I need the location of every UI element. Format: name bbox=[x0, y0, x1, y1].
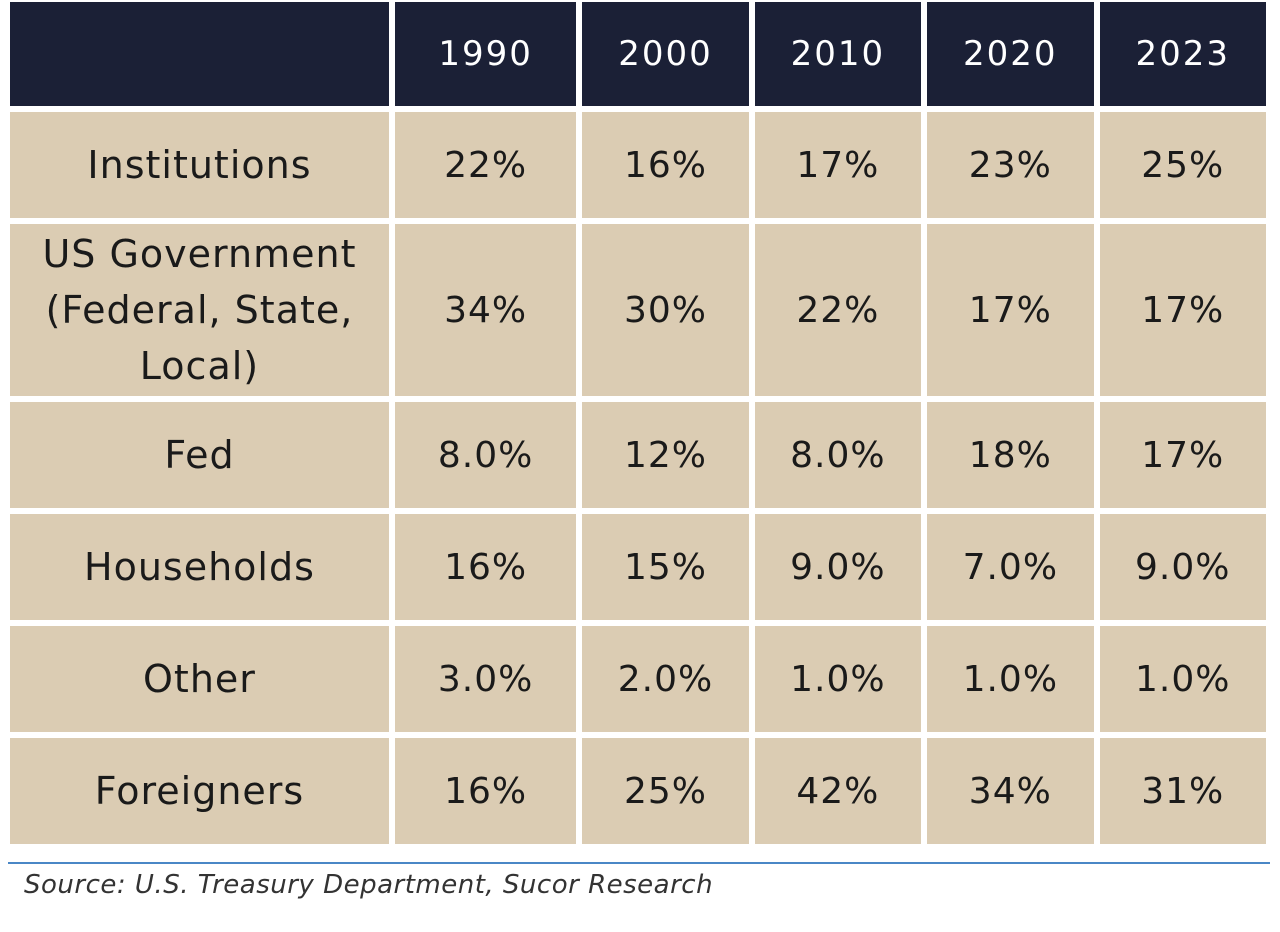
table-cell: 22% bbox=[394, 112, 577, 218]
header-cell-year: 2020 bbox=[927, 2, 1094, 106]
table-cell: 18% bbox=[927, 402, 1094, 508]
table-cell: 8.0% bbox=[394, 402, 577, 508]
table-cell: 17% bbox=[927, 224, 1094, 396]
table-cell: 25% bbox=[582, 738, 749, 844]
table-row: Fed 8.0% 12% 8.0% 18% 17% bbox=[10, 402, 1266, 508]
table-cell: 42% bbox=[754, 738, 922, 844]
table-cell: 2.0% bbox=[582, 626, 749, 732]
table-cell: 7.0% bbox=[927, 514, 1094, 620]
table-cell: 17% bbox=[1099, 402, 1266, 508]
header-cell-year: 2000 bbox=[582, 2, 749, 106]
table-cell: 9.0% bbox=[754, 514, 922, 620]
divider-rule bbox=[8, 862, 1270, 864]
header-cell-year: 2010 bbox=[754, 2, 922, 106]
table-row: Foreigners 16% 25% 42% 34% 31% bbox=[10, 738, 1266, 844]
table-cell: 30% bbox=[582, 224, 749, 396]
table-cell: 3.0% bbox=[394, 626, 577, 732]
row-label: Fed bbox=[10, 402, 389, 508]
source-note: Source: U.S. Treasury Department, Sucor … bbox=[24, 870, 714, 900]
data-table: 1990 2000 2010 2020 2023 Institutions 22… bbox=[4, 0, 1272, 850]
table-cell: 34% bbox=[927, 738, 1094, 844]
table-cell: 23% bbox=[927, 112, 1094, 218]
table-row: Households 16% 15% 9.0% 7.0% 9.0% bbox=[10, 514, 1266, 620]
table-cell: 16% bbox=[394, 514, 577, 620]
table-cell: 1.0% bbox=[927, 626, 1094, 732]
table-cell: 1.0% bbox=[1099, 626, 1266, 732]
row-label: Foreigners bbox=[10, 738, 389, 844]
table-cell: 17% bbox=[754, 112, 922, 218]
table-cell: 16% bbox=[394, 738, 577, 844]
row-label: Institutions bbox=[10, 112, 389, 218]
row-label: US Government (Federal, State, Local) bbox=[10, 224, 389, 396]
table-cell: 17% bbox=[1099, 224, 1266, 396]
header-cell-empty bbox=[10, 2, 389, 106]
table-cell: 12% bbox=[582, 402, 749, 508]
header-row: 1990 2000 2010 2020 2023 bbox=[10, 2, 1266, 106]
table-cell: 1.0% bbox=[754, 626, 922, 732]
table-row: Institutions 22% 16% 17% 23% 25% bbox=[10, 112, 1266, 218]
table-cell: 31% bbox=[1099, 738, 1266, 844]
table-cell: 22% bbox=[754, 224, 922, 396]
table-cell: 15% bbox=[582, 514, 749, 620]
table-cell: 9.0% bbox=[1099, 514, 1266, 620]
row-label: Other bbox=[10, 626, 389, 732]
data-table-container: 1990 2000 2010 2020 2023 Institutions 22… bbox=[10, 0, 1272, 850]
table-cell: 25% bbox=[1099, 112, 1266, 218]
header-cell-year: 1990 bbox=[394, 2, 577, 106]
table-cell: 16% bbox=[582, 112, 749, 218]
table-cell: 8.0% bbox=[754, 402, 922, 508]
table-row: Other 3.0% 2.0% 1.0% 1.0% 1.0% bbox=[10, 626, 1266, 732]
table-cell: 34% bbox=[394, 224, 577, 396]
header-cell-year: 2023 bbox=[1099, 2, 1266, 106]
row-label: Households bbox=[10, 514, 389, 620]
table-row: US Government (Federal, State, Local) 34… bbox=[10, 224, 1266, 396]
